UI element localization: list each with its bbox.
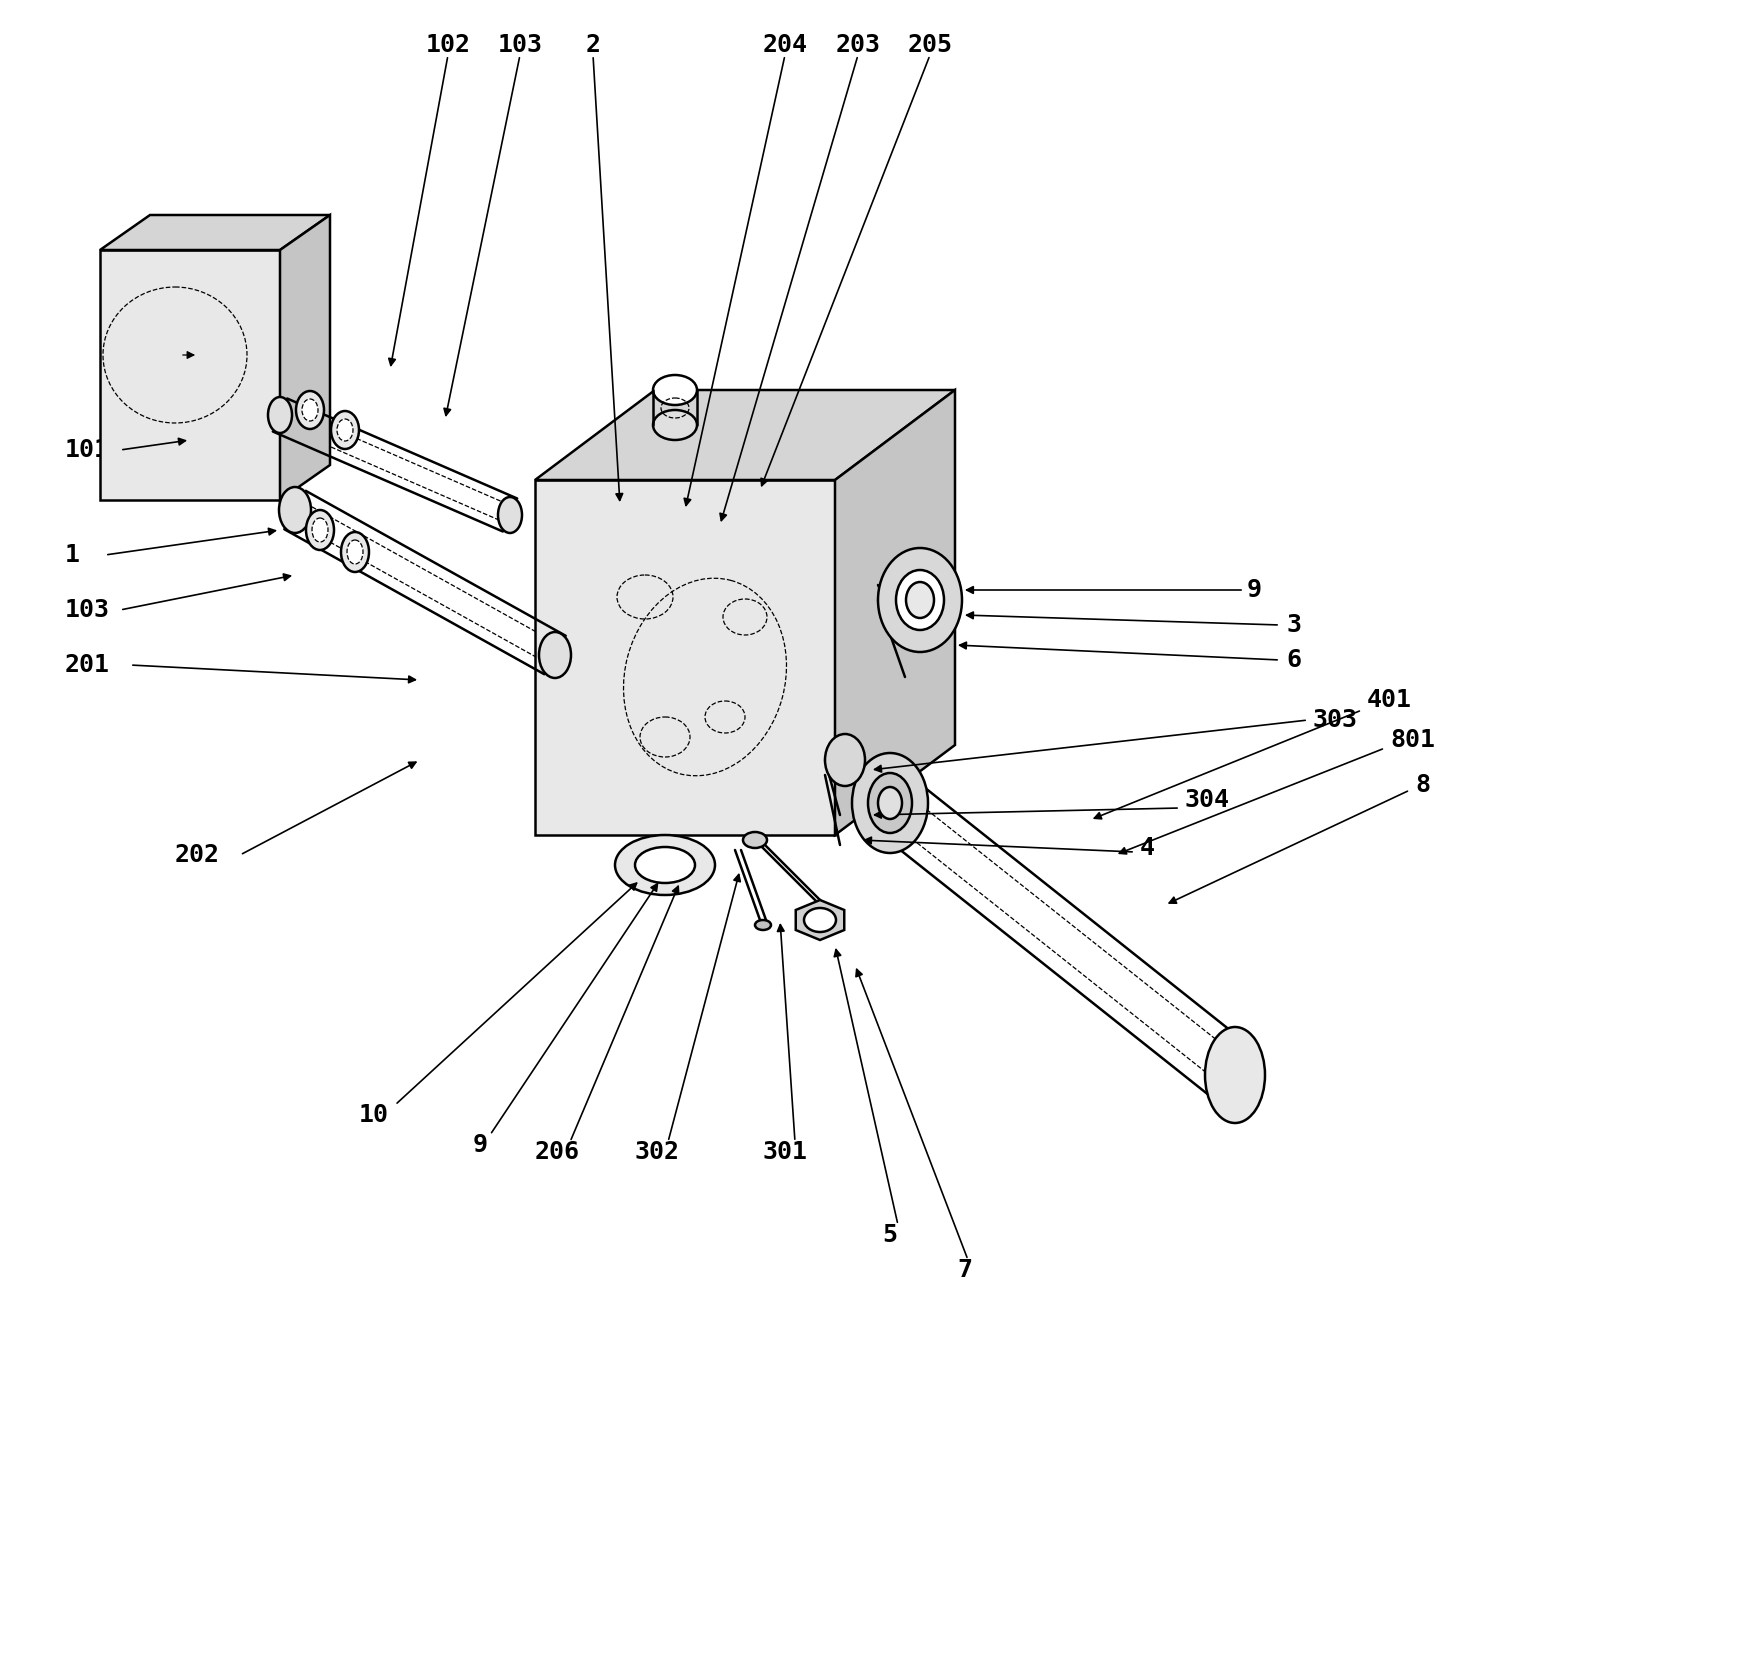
Ellipse shape xyxy=(313,518,328,541)
Ellipse shape xyxy=(653,410,697,440)
Ellipse shape xyxy=(878,787,902,819)
Polygon shape xyxy=(796,900,845,940)
Ellipse shape xyxy=(341,532,368,571)
Text: 801: 801 xyxy=(1390,728,1436,752)
Ellipse shape xyxy=(897,570,944,630)
Text: 302: 302 xyxy=(634,1139,680,1164)
Ellipse shape xyxy=(306,510,334,550)
Ellipse shape xyxy=(268,397,292,434)
Text: 103: 103 xyxy=(64,598,109,621)
Text: 301: 301 xyxy=(763,1139,808,1164)
Ellipse shape xyxy=(878,548,963,653)
Ellipse shape xyxy=(337,419,353,442)
Text: 8: 8 xyxy=(1415,772,1430,797)
Text: 9: 9 xyxy=(1246,578,1262,601)
Text: 5: 5 xyxy=(883,1222,897,1247)
Ellipse shape xyxy=(754,920,772,930)
Polygon shape xyxy=(280,214,330,500)
Text: 206: 206 xyxy=(535,1139,579,1164)
Text: 103: 103 xyxy=(497,33,542,56)
Ellipse shape xyxy=(330,410,360,448)
Polygon shape xyxy=(535,390,954,480)
Text: 401: 401 xyxy=(1368,688,1411,713)
Ellipse shape xyxy=(867,772,912,834)
Text: 101: 101 xyxy=(64,439,109,462)
Text: 202: 202 xyxy=(176,844,221,867)
Ellipse shape xyxy=(744,832,766,849)
Ellipse shape xyxy=(826,734,866,786)
Ellipse shape xyxy=(634,847,695,884)
Ellipse shape xyxy=(1204,1026,1265,1123)
Text: 304: 304 xyxy=(1185,787,1231,812)
Ellipse shape xyxy=(615,835,714,895)
Polygon shape xyxy=(834,390,954,835)
Ellipse shape xyxy=(302,399,318,420)
Ellipse shape xyxy=(905,581,933,618)
Text: 4: 4 xyxy=(1140,835,1156,860)
Text: 205: 205 xyxy=(907,33,952,56)
Ellipse shape xyxy=(653,375,697,405)
Ellipse shape xyxy=(280,487,311,533)
Text: 2: 2 xyxy=(586,33,601,56)
Text: 204: 204 xyxy=(763,33,808,56)
Ellipse shape xyxy=(852,752,928,854)
Text: 7: 7 xyxy=(958,1257,973,1282)
Text: 303: 303 xyxy=(1312,708,1357,733)
Polygon shape xyxy=(101,214,330,251)
Text: 102: 102 xyxy=(426,33,471,56)
Text: 3: 3 xyxy=(1286,613,1302,638)
Text: 6: 6 xyxy=(1286,648,1302,673)
Text: 1: 1 xyxy=(64,543,80,566)
Ellipse shape xyxy=(499,497,521,533)
Text: 201: 201 xyxy=(64,653,109,678)
Text: 9: 9 xyxy=(473,1133,487,1158)
Ellipse shape xyxy=(539,631,572,678)
Ellipse shape xyxy=(805,909,836,932)
Polygon shape xyxy=(101,251,280,500)
Text: 10: 10 xyxy=(360,1103,389,1128)
Ellipse shape xyxy=(348,540,363,565)
Text: 203: 203 xyxy=(836,33,881,56)
Polygon shape xyxy=(535,480,834,835)
Ellipse shape xyxy=(295,390,323,429)
